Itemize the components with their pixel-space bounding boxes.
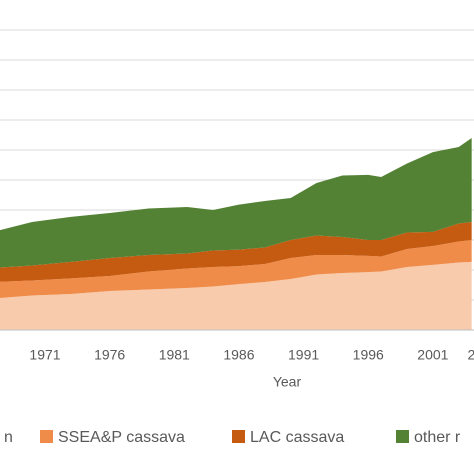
area (0, 138, 472, 268)
legend-swatch (40, 430, 53, 443)
x-tick-label: 1991 (288, 347, 319, 363)
legend-label: other r (414, 429, 461, 446)
x-tick-label: 2 (468, 347, 474, 363)
x-tick-label: 2001 (417, 347, 448, 363)
area (0, 261, 472, 330)
legend-label: n (4, 429, 13, 446)
x-axis-label: Year (273, 374, 302, 390)
x-tick-label: 1971 (29, 347, 60, 363)
x-tick-label: 1986 (223, 347, 254, 363)
area (0, 240, 472, 298)
legend-label: LAC cassava (250, 429, 344, 446)
x-tick-label: 1981 (159, 347, 190, 363)
legend-label: SSEA&P cassava (58, 429, 185, 446)
legend-swatch (396, 430, 409, 443)
x-tick-label: 1976 (94, 347, 125, 363)
area (0, 222, 472, 282)
legend-swatch (232, 430, 245, 443)
x-tick-label: 1996 (353, 347, 384, 363)
